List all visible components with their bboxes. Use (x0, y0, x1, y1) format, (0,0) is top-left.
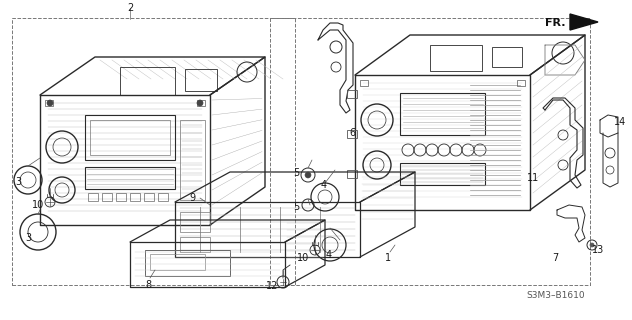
Bar (150, 254, 205, 270)
Bar (347, 170, 357, 178)
Bar (180, 120, 205, 200)
Text: 14: 14 (614, 117, 626, 127)
Bar (180, 237, 210, 252)
Circle shape (305, 172, 311, 178)
Text: 3: 3 (15, 177, 21, 187)
Bar (492, 47, 522, 67)
Text: 13: 13 (592, 245, 604, 255)
Text: S3M3–B1610: S3M3–B1610 (526, 292, 585, 300)
Bar (130, 193, 140, 201)
Bar (90, 120, 170, 155)
Circle shape (47, 100, 53, 106)
Bar (347, 90, 357, 98)
Text: 6: 6 (349, 128, 355, 138)
Bar (45, 100, 53, 106)
Text: 10: 10 (297, 253, 309, 263)
Bar (145, 250, 230, 276)
Bar (197, 100, 205, 106)
Polygon shape (570, 14, 598, 30)
Text: 1: 1 (385, 253, 391, 263)
Bar (400, 163, 485, 185)
Text: 7: 7 (552, 253, 558, 263)
Text: 11: 11 (527, 173, 539, 183)
Bar (347, 130, 357, 138)
Bar (88, 193, 98, 201)
Text: FR.: FR. (545, 18, 565, 28)
Text: 8: 8 (145, 280, 151, 290)
Text: 4: 4 (326, 250, 332, 260)
Bar (430, 45, 482, 71)
Bar (120, 67, 175, 95)
Text: 12: 12 (266, 281, 278, 291)
Bar (400, 93, 485, 135)
Bar (144, 193, 154, 201)
Text: 9: 9 (189, 193, 195, 203)
Bar (360, 80, 368, 86)
Bar (85, 115, 175, 160)
Text: 5: 5 (293, 168, 299, 178)
Bar (185, 69, 217, 91)
Text: 4: 4 (321, 180, 327, 190)
Bar (517, 80, 525, 86)
Text: 5: 5 (293, 202, 299, 212)
Circle shape (197, 100, 203, 106)
Bar (102, 193, 112, 201)
Bar (180, 212, 210, 232)
Text: 2: 2 (127, 3, 133, 13)
Bar (116, 193, 126, 201)
Text: 3: 3 (25, 233, 31, 243)
Bar (85, 167, 175, 189)
Text: 10: 10 (32, 200, 44, 210)
Circle shape (590, 243, 594, 247)
Bar (158, 193, 168, 201)
